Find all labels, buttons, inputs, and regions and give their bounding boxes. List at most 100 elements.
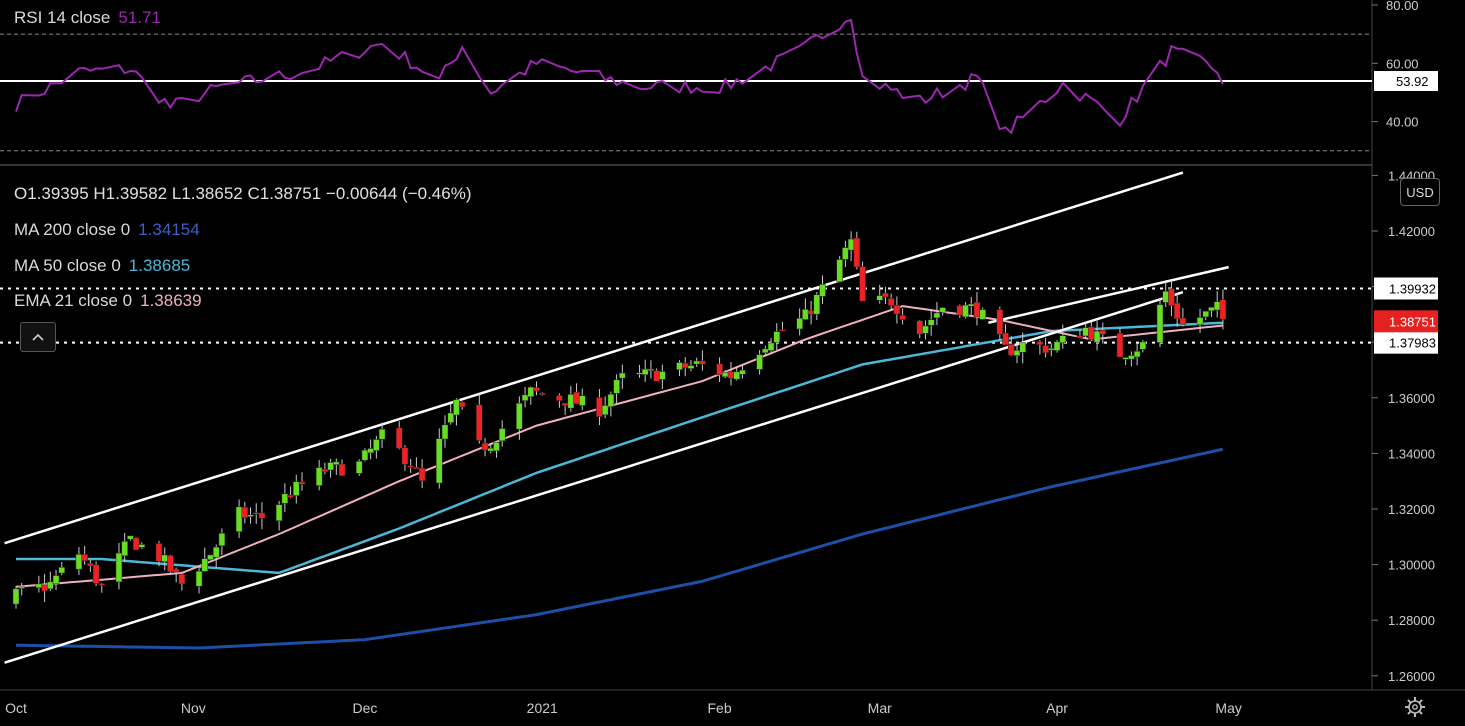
candle-body xyxy=(693,360,700,365)
candle-body xyxy=(1156,304,1164,343)
candle-body xyxy=(967,303,975,307)
candle-body xyxy=(1179,317,1187,325)
candle-body xyxy=(681,362,689,369)
candle-body xyxy=(836,259,843,283)
ohlc-legend: O1.39395 H1.39582 L1.38652 C1.38751 −0.0… xyxy=(14,184,472,203)
candle-body xyxy=(35,583,43,589)
time-axis-label: Mar xyxy=(868,700,892,716)
candle-body xyxy=(1208,307,1215,312)
candle-body xyxy=(327,462,334,471)
candle-body xyxy=(538,392,546,395)
candle-body xyxy=(962,304,969,318)
ma50-value: 1.38685 xyxy=(128,256,191,275)
candle-body xyxy=(527,386,535,397)
candle-body xyxy=(275,504,283,521)
candle-body xyxy=(212,546,220,558)
candle-body xyxy=(447,412,454,423)
candle-body xyxy=(567,394,575,409)
candle-body xyxy=(1173,302,1181,320)
candle-body xyxy=(98,583,106,586)
candle-body xyxy=(1008,344,1015,356)
candle-body xyxy=(676,362,683,370)
candle-body xyxy=(979,309,986,320)
candle-body xyxy=(207,554,214,560)
time-axis-label: Oct xyxy=(5,700,27,716)
candle-body xyxy=(287,495,294,498)
price-tick-label: 1.34000 xyxy=(1388,446,1435,461)
candle-body xyxy=(1076,335,1084,338)
candle-body xyxy=(298,481,306,485)
currency-badge[interactable]: USD xyxy=(1400,178,1440,206)
candle-body xyxy=(338,463,346,476)
candle-body xyxy=(1128,355,1135,360)
candle-body xyxy=(321,469,329,473)
candle-body xyxy=(762,348,769,353)
candle-body xyxy=(75,554,83,570)
rsi-level-tag-label: 53.92 xyxy=(1396,74,1429,89)
candle-body xyxy=(853,237,861,268)
ma200-line xyxy=(15,447,1224,650)
candle-body xyxy=(155,543,163,562)
candle-body xyxy=(767,342,775,351)
candle-body xyxy=(573,391,580,405)
candle-body xyxy=(47,581,54,590)
price-tick-label: 1.26000 xyxy=(1388,669,1435,684)
candle-body xyxy=(1013,350,1021,356)
candle-body xyxy=(973,301,981,318)
candle-body xyxy=(636,372,643,375)
candle-body xyxy=(996,309,1004,335)
candle-body xyxy=(355,461,363,474)
price-tick-label: 1.36000 xyxy=(1388,391,1435,406)
candle-body xyxy=(138,544,146,548)
price-tick-label: 1.42000 xyxy=(1388,224,1435,239)
candle-body xyxy=(1202,310,1210,318)
candle-body xyxy=(18,586,25,589)
candle-body xyxy=(1133,351,1141,358)
price-tick-label: 1.30000 xyxy=(1388,558,1435,573)
candle-body xyxy=(487,448,495,452)
collapse-legend-button[interactable] xyxy=(20,322,56,352)
ema21-value: 1.38639 xyxy=(140,291,202,310)
support-price-tag-label: 1.37983 xyxy=(1389,336,1436,351)
candle-body xyxy=(607,394,615,407)
ma200-value: 1.34154 xyxy=(138,220,200,239)
candle-body xyxy=(81,554,88,562)
candle-body xyxy=(476,404,483,441)
rsi-tick-label: 40.00 xyxy=(1386,115,1419,130)
channel-upper-line-2 xyxy=(988,265,1229,324)
candle-body xyxy=(813,294,821,315)
candle-body xyxy=(121,541,128,556)
candle-body xyxy=(132,537,140,551)
candle-body xyxy=(458,401,466,408)
candle-body xyxy=(521,394,529,401)
last-price-tag-label: 1.38751 xyxy=(1389,314,1436,329)
candle-body xyxy=(579,395,586,406)
candle-body xyxy=(281,493,289,504)
rsi-label: RSI 14 close xyxy=(14,8,111,27)
ma50-line xyxy=(16,321,1223,575)
candle-body xyxy=(241,507,249,519)
candle-body xyxy=(167,555,174,573)
rsi-tick-label: 80.00 xyxy=(1386,0,1419,13)
candle-body xyxy=(418,467,426,482)
rsi-legend: RSI 14 close 51.71 xyxy=(14,8,161,28)
candle-body xyxy=(1082,327,1089,337)
candle-body xyxy=(1002,332,1009,346)
channel-lower-line xyxy=(4,290,1184,664)
ema21-legend: EMA 21 close 0 1.38639 xyxy=(14,291,202,311)
candle-body xyxy=(315,467,323,486)
channel-upper-line xyxy=(4,171,1184,545)
candle-body xyxy=(716,363,723,376)
candle-body xyxy=(647,368,655,371)
candle-body xyxy=(115,552,123,583)
candle-body xyxy=(41,584,48,592)
candle-body xyxy=(819,284,826,297)
gear-icon[interactable] xyxy=(1402,694,1428,720)
candle-body xyxy=(613,379,620,394)
candle-body xyxy=(653,370,660,382)
candle-body xyxy=(1093,330,1101,343)
candle-body xyxy=(92,564,100,584)
candle-body xyxy=(195,570,203,587)
candle-body xyxy=(699,360,706,365)
candle-body xyxy=(235,506,243,532)
